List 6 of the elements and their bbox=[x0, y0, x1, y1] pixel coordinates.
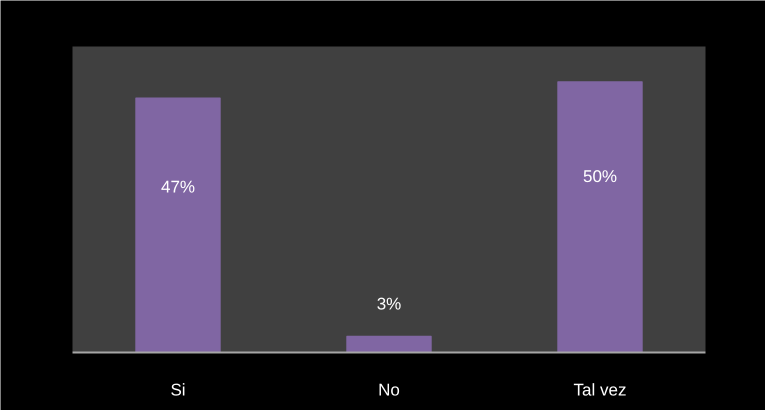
x-tick-label: Si bbox=[170, 380, 186, 400]
x-tick-label: No bbox=[378, 380, 400, 400]
data-label: 50% bbox=[582, 166, 618, 186]
data-label: 3% bbox=[376, 294, 402, 314]
x-tick-label: Tal vez bbox=[574, 380, 626, 400]
data-label: 47% bbox=[160, 178, 196, 197]
